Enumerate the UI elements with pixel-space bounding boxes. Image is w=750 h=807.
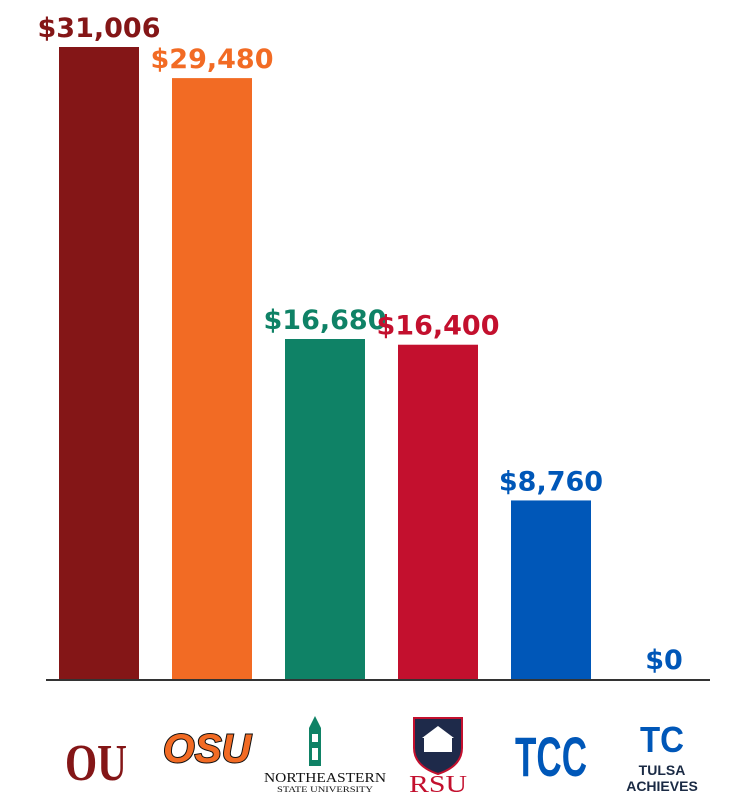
data-labels-group: $31,006$29,480 $16,680$16,400 $8,760 $0 xyxy=(38,13,683,676)
value-label-tulsa-achieves: $0 xyxy=(645,645,683,676)
value-label-rsu: $16,400 xyxy=(377,311,500,342)
tcc-logo-text: TCC xyxy=(515,725,587,788)
osu-logo: OSU xyxy=(162,726,253,772)
nsu-tower-icon xyxy=(309,716,321,766)
osu-logo-text: OSU xyxy=(163,727,252,771)
bar-rsu xyxy=(398,344,478,679)
ou-logo-text: OU xyxy=(65,735,127,792)
nsu-logo-subname: STATE UNIVERSITY xyxy=(277,785,373,794)
rsu-logo: RSU xyxy=(409,717,467,798)
bar-osu xyxy=(172,78,252,680)
bar-ou xyxy=(59,47,139,679)
value-label-nsu: $16,680 xyxy=(264,305,387,336)
tulsa-achieves-logo-line2: ACHIEVES xyxy=(626,778,698,794)
nsu-logo-name: NORTHEASTERN xyxy=(264,771,386,786)
bars-group xyxy=(59,47,591,680)
tcc-logo: TCC xyxy=(515,725,587,788)
bar-tcc xyxy=(511,500,591,679)
value-label-ou: $31,006 xyxy=(38,13,161,44)
bar-nsu xyxy=(285,339,365,679)
value-label-osu: $29,480 xyxy=(151,44,274,75)
ou-logo: OU xyxy=(65,735,127,792)
rsu-logo-text: RSU xyxy=(409,772,467,798)
value-label-tcc: $8,760 xyxy=(499,466,603,497)
nsu-logo: NORTHEASTERN STATE UNIVERSITY xyxy=(264,716,386,794)
tulsa-achieves-logo-line1: TULSA xyxy=(639,762,686,778)
tulsa-achieves-logo-mark: TC xyxy=(640,719,684,760)
tulsa-achieves-logo: TC TULSA ACHIEVES xyxy=(626,719,698,794)
